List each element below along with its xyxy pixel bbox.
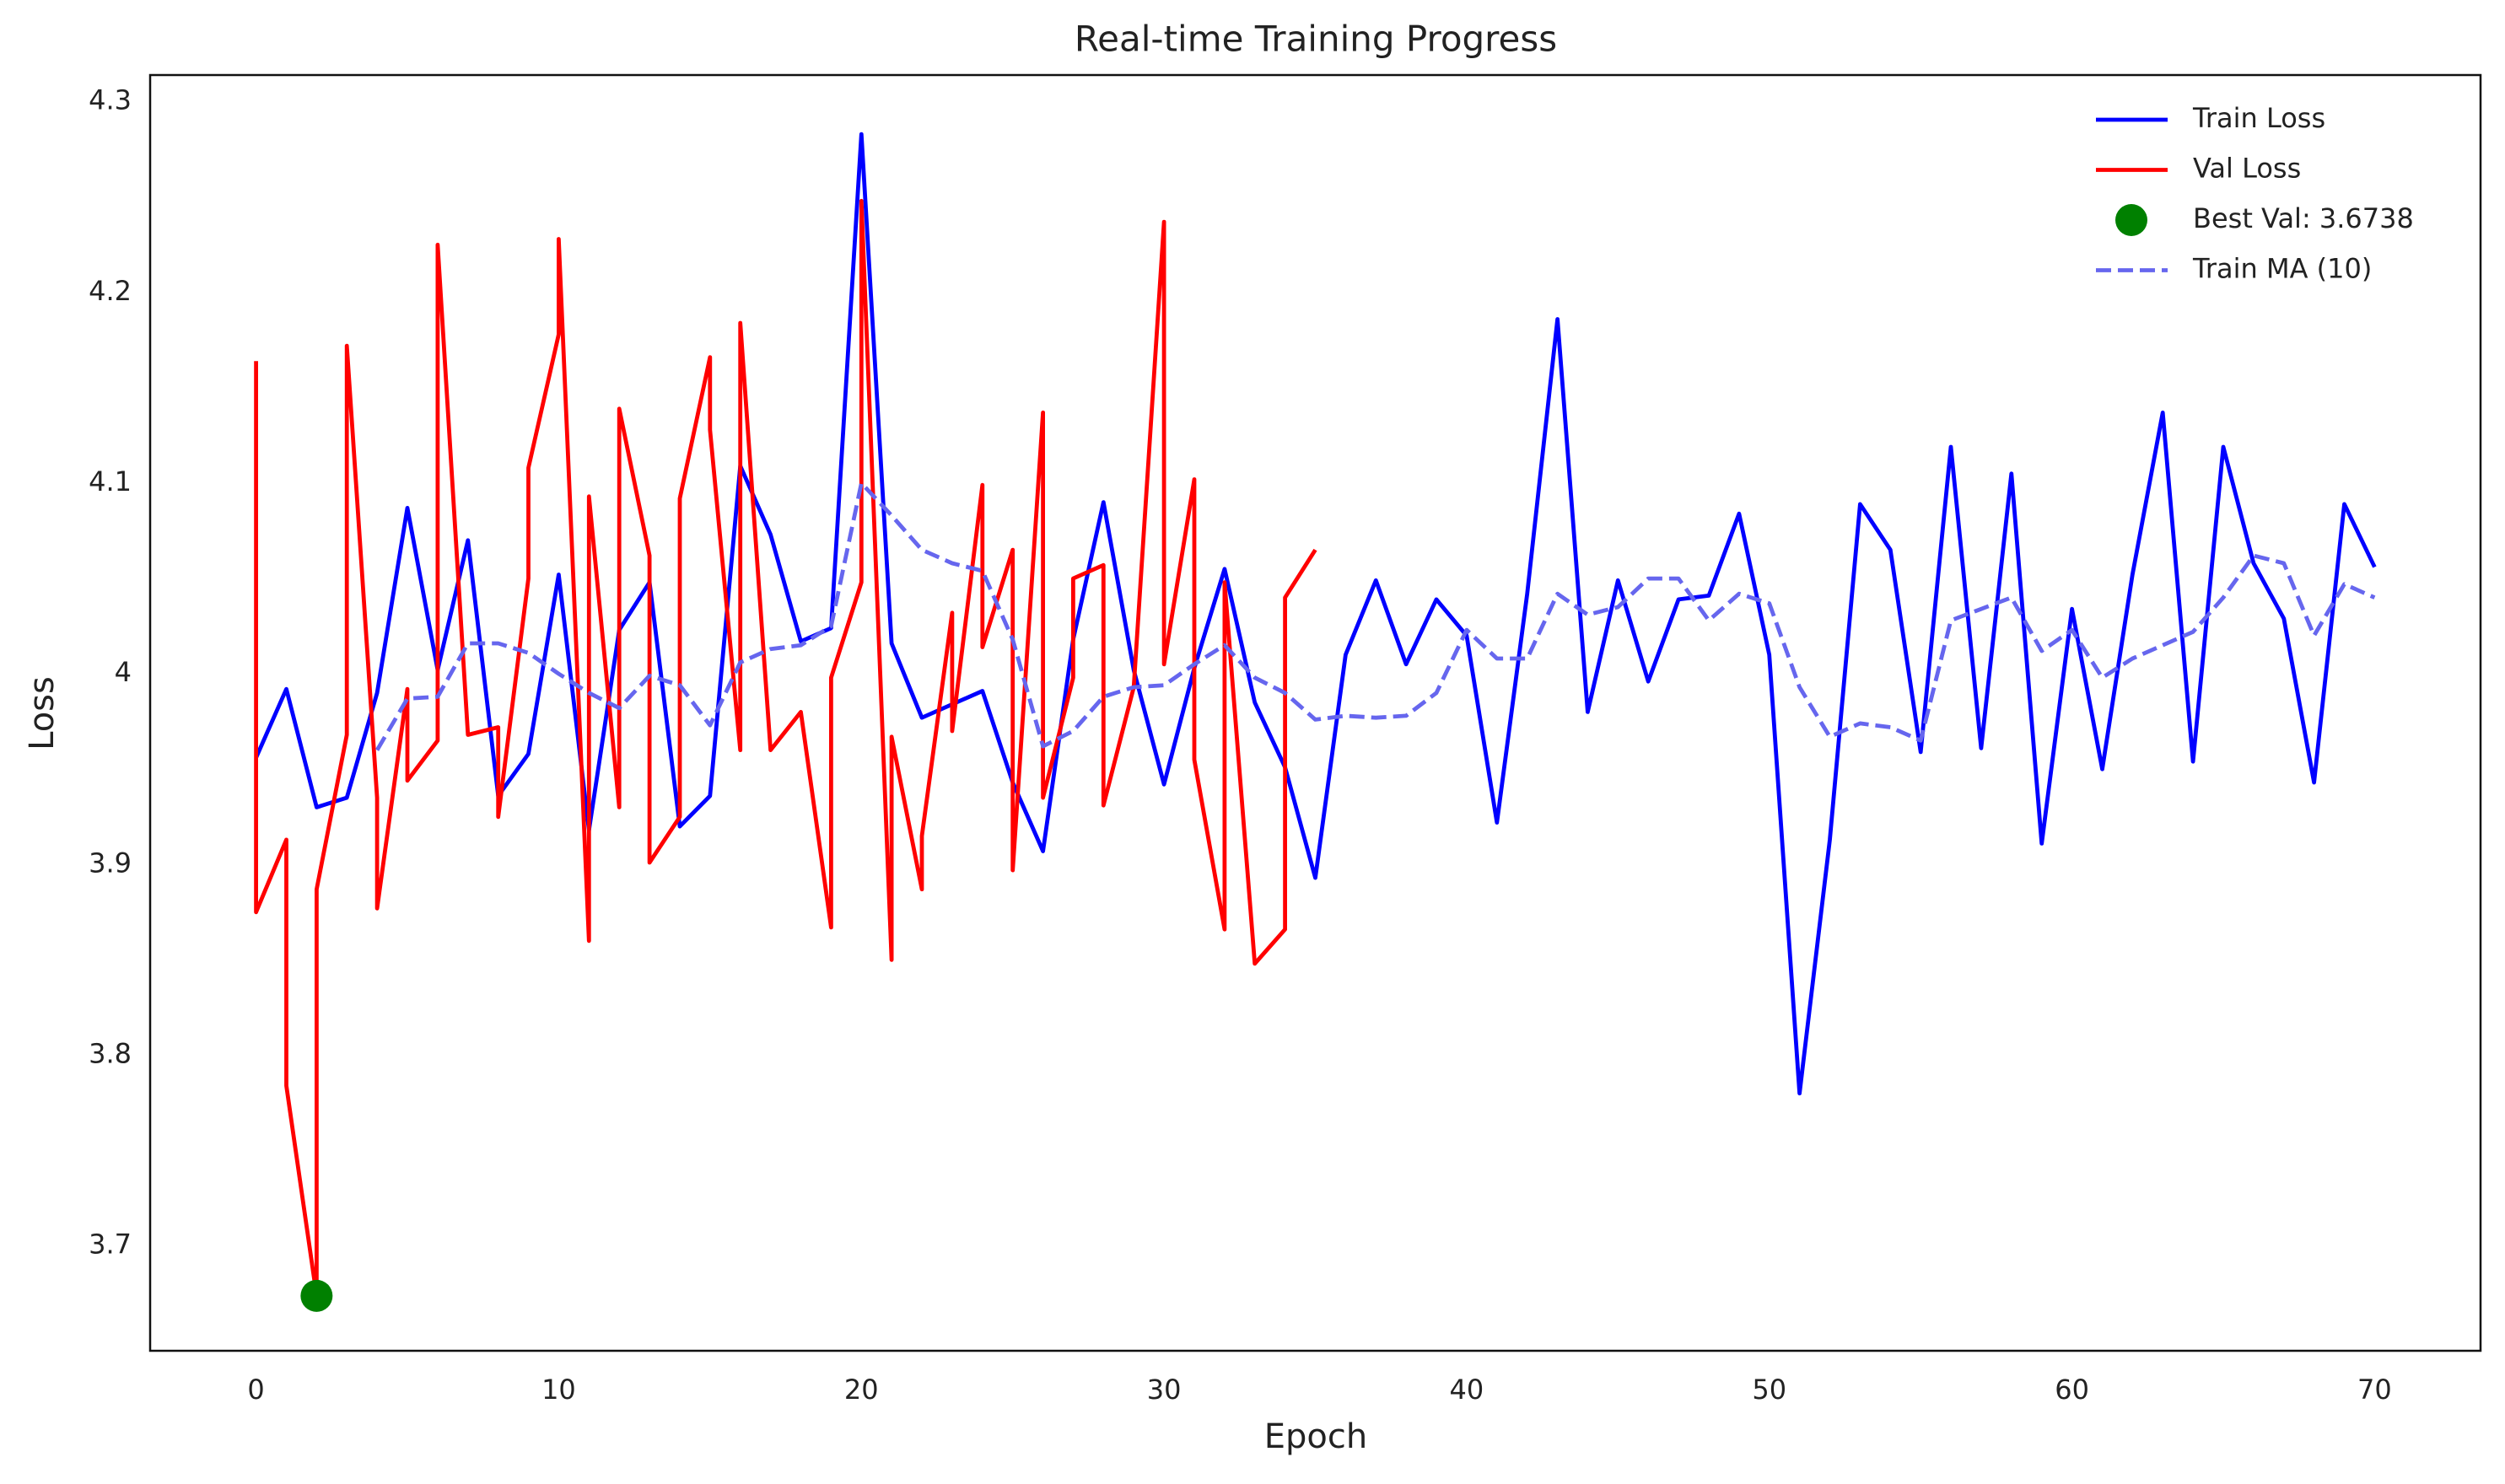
y-tick-label: 4.2 (89, 275, 132, 307)
y-tick-label: 4.3 (89, 84, 132, 116)
y-tick-label: 3.8 (89, 1037, 132, 1069)
legend-label: Train Loss (2192, 102, 2325, 134)
legend-label: Train MA (10) (2192, 253, 2372, 285)
y-tick-label: 3.7 (89, 1229, 132, 1261)
x-tick-label: 30 (1147, 1374, 1182, 1406)
marker-point (300, 1279, 333, 1312)
line-series (375, 481, 2376, 751)
y-axis-label: Loss (23, 676, 62, 750)
chart-title: Real-time Training Progress (1075, 19, 1557, 60)
legend-marker (2115, 204, 2147, 236)
x-tick-label: 70 (2357, 1374, 2392, 1406)
x-tick-label: 0 (247, 1374, 264, 1406)
y-tick-label: 3.9 (89, 847, 132, 879)
y-tick-label: 4 (115, 656, 132, 688)
y-tick-label: 4.1 (89, 465, 132, 497)
x-tick-label: 20 (844, 1374, 879, 1406)
x-tick-label: 50 (1752, 1374, 1786, 1406)
x-tick-label: 40 (1450, 1374, 1484, 1406)
axes-frame (148, 73, 2482, 1352)
x-tick-label: 60 (2055, 1374, 2089, 1406)
x-axis-label: Epoch (1264, 1417, 1367, 1456)
line-series (254, 198, 1317, 1298)
legend-label: Best Val: 3.6738 (2193, 202, 2414, 234)
legend-label: Val Loss (2193, 153, 2301, 185)
x-tick-label: 10 (541, 1374, 576, 1406)
